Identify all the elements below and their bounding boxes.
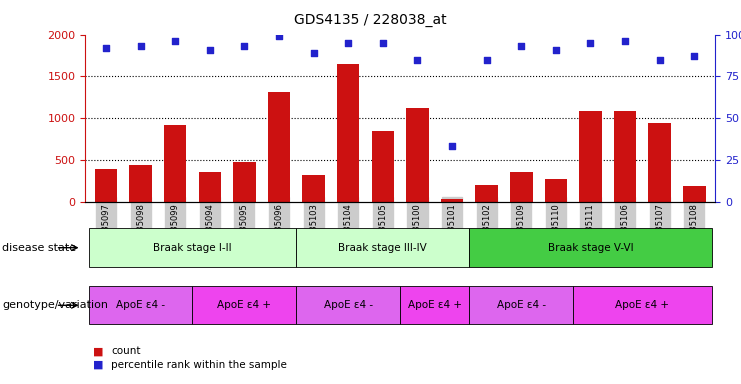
- Bar: [95, 169, 117, 202]
- Text: disease state: disease state: [2, 243, 76, 253]
- Text: Braak stage I-II: Braak stage I-II: [153, 243, 232, 253]
- Bar: [89, 286, 193, 324]
- Point: [239, 43, 250, 49]
- Point: [273, 33, 285, 39]
- Point: [100, 45, 112, 51]
- Text: ApoE ε4 -: ApoE ε4 -: [324, 300, 373, 310]
- Bar: [193, 286, 296, 324]
- Bar: [337, 64, 359, 202]
- Point: [481, 56, 493, 63]
- Bar: [296, 228, 469, 267]
- Bar: [469, 286, 574, 324]
- Point: [515, 43, 527, 49]
- Point: [585, 40, 597, 46]
- Bar: [130, 165, 152, 202]
- Bar: [233, 162, 256, 202]
- Text: ApoE ε4 -: ApoE ε4 -: [496, 300, 546, 310]
- Text: genotype/variation: genotype/variation: [2, 300, 108, 310]
- Text: ApoE ε4 +: ApoE ε4 +: [217, 300, 271, 310]
- Bar: [579, 111, 602, 202]
- Bar: [400, 286, 469, 324]
- Text: ApoE ε4 -: ApoE ε4 -: [116, 300, 165, 310]
- Bar: [510, 172, 533, 202]
- Point: [204, 46, 216, 53]
- Point: [342, 40, 354, 46]
- Text: GDS4135 / 228038_at: GDS4135 / 228038_at: [294, 13, 447, 27]
- Text: percentile rank within the sample: percentile rank within the sample: [111, 360, 287, 370]
- Point: [377, 40, 389, 46]
- Bar: [545, 179, 567, 202]
- Bar: [648, 123, 671, 202]
- Bar: [441, 199, 463, 202]
- Point: [550, 46, 562, 53]
- Bar: [164, 125, 187, 202]
- Point: [169, 38, 181, 44]
- Point: [446, 143, 458, 149]
- Bar: [406, 108, 429, 202]
- Point: [619, 38, 631, 44]
- Bar: [683, 186, 705, 202]
- Point: [411, 56, 423, 63]
- Text: ■: ■: [93, 360, 103, 370]
- Text: ■: ■: [93, 346, 103, 356]
- Point: [135, 43, 147, 49]
- Bar: [268, 92, 290, 202]
- Point: [654, 56, 665, 63]
- Text: ApoE ε4 +: ApoE ε4 +: [408, 300, 462, 310]
- Text: ApoE ε4 +: ApoE ε4 +: [615, 300, 669, 310]
- Bar: [469, 228, 711, 267]
- Text: Braak stage V-VI: Braak stage V-VI: [548, 243, 634, 253]
- Bar: [89, 228, 296, 267]
- Bar: [199, 172, 221, 202]
- Bar: [302, 175, 325, 202]
- Point: [308, 50, 319, 56]
- Text: count: count: [111, 346, 141, 356]
- Bar: [371, 131, 394, 202]
- Point: [688, 53, 700, 60]
- Bar: [476, 185, 498, 202]
- Bar: [614, 111, 637, 202]
- Bar: [574, 286, 711, 324]
- Bar: [296, 286, 400, 324]
- Text: Braak stage III-IV: Braak stage III-IV: [339, 243, 428, 253]
